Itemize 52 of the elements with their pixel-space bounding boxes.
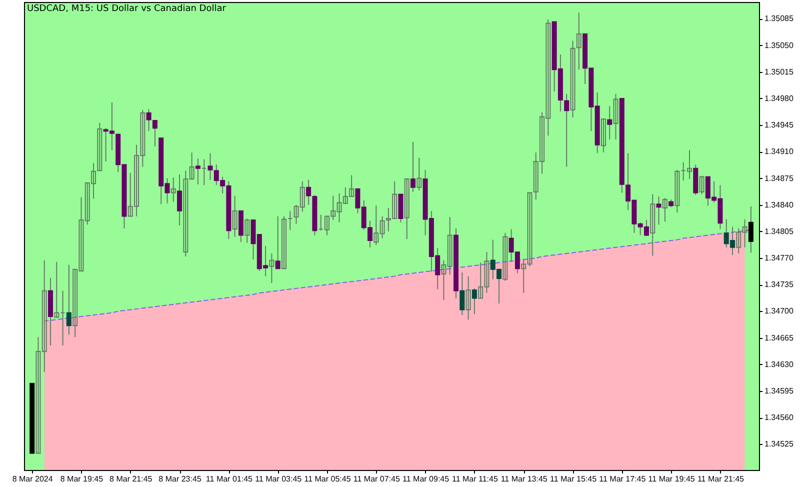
y-tick-label: 1.35050	[764, 40, 794, 50]
candlestick	[650, 194, 656, 256]
candlestick	[404, 178, 410, 240]
candlestick	[699, 175, 704, 195]
x-tick-label: 11 Mar 07:45	[353, 474, 400, 484]
y-tick-label: 1.34665	[764, 333, 794, 342]
y-tick-label: 1.34840	[764, 200, 794, 210]
candlestick	[466, 276, 471, 320]
candlestick	[662, 198, 668, 222]
x-tick-label: 11 Mar 21:45	[697, 474, 745, 484]
x-tick-label: 11 Mar 01:45	[206, 474, 254, 484]
y-tick-label: 1.34875	[764, 174, 794, 183]
candlestick	[570, 40, 576, 118]
y-tick-label: 1.34805	[764, 226, 794, 236]
x-tick-label: 8 Mar 19:45	[60, 474, 104, 484]
candlestick	[170, 177, 176, 202]
candlestick	[244, 218, 250, 244]
candlestick	[97, 122, 102, 172]
candlestick	[269, 252, 274, 284]
y-tick-label: 1.34945	[764, 120, 794, 130]
y-tick-label: 1.34560	[764, 413, 794, 422]
y-tick-label: 1.34525	[764, 440, 794, 449]
y-tick-label: 1.35085	[764, 14, 794, 24]
candlestick	[54, 261, 60, 319]
y-tick-label: 1.34630	[764, 360, 794, 369]
candlestick	[674, 169, 680, 213]
y-tick-label: 1.34700	[764, 306, 794, 316]
y-tick-label: 1.34980	[764, 94, 794, 103]
candlestick	[502, 232, 508, 282]
x-tick-label: 11 Mar 13:45	[500, 474, 548, 484]
candlestick	[232, 195, 238, 238]
chart-title: USDCAD, M15: US Dollar vs Canadian Dollar	[27, 4, 226, 14]
x-tick-label: 8 Mar 21:45	[110, 474, 153, 484]
x-tick-label: 11 Mar 03:45	[255, 474, 302, 484]
x-tick-label: 11 Mar 17:45	[599, 474, 646, 484]
y-tick-label: 1.34910	[764, 147, 794, 156]
candlestick	[416, 157, 422, 191]
x-tick-label: 11 Mar 15:45	[550, 474, 598, 484]
candlestick	[613, 93, 618, 140]
x-tick-label: 11 Mar 09:45	[402, 474, 450, 484]
x-tick-label: 11 Mar 05:45	[304, 474, 352, 484]
y-tick-label: 1.35015	[764, 67, 794, 76]
x-tick-label: 11 Mar 19:45	[648, 474, 696, 484]
x-tick-label: 8 Mar 23:45	[158, 474, 202, 484]
candlestick	[281, 216, 286, 270]
y-tick-label: 1.34595	[764, 386, 794, 396]
candlestick	[600, 118, 606, 153]
x-tick-label: 11 Mar 11:45	[452, 474, 498, 484]
y-tick-label: 1.34735	[764, 280, 794, 290]
x-tick-label: 8 Mar 2024	[12, 474, 54, 484]
y-tick-label: 1.34770	[764, 254, 794, 263]
candlestick	[576, 12, 582, 70]
